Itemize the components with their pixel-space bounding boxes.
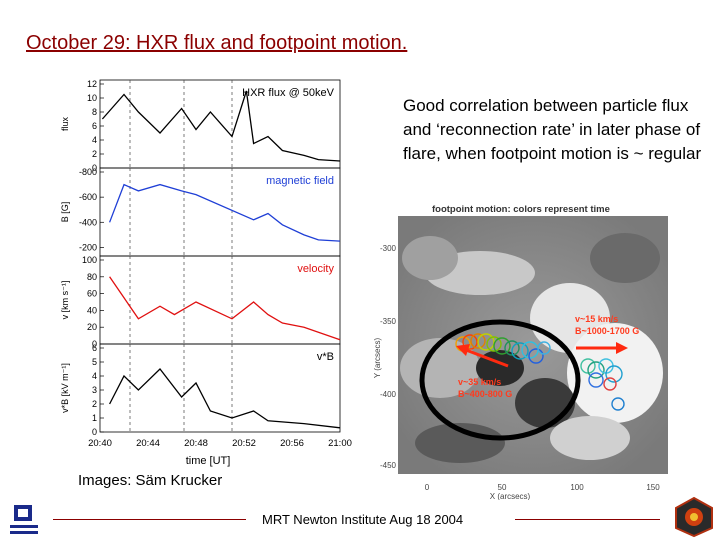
y-tick-label: 100 — [82, 255, 97, 265]
y-tick-label: 0 — [92, 339, 97, 349]
y-tick-label: -200 — [79, 242, 97, 252]
y-tick-label: -800 — [79, 167, 97, 177]
y-tick-label: 6 — [92, 121, 97, 131]
series-line — [109, 276, 341, 341]
annotation-field-right: B~1000-1700 G — [575, 326, 639, 336]
y-tick-label: 80 — [87, 272, 97, 282]
y-tick-label: -600 — [79, 192, 97, 202]
y-tick: -350 — [380, 317, 397, 326]
footer-text: MRT Newton Institute Aug 18 2004 — [262, 512, 464, 527]
y-tick-label: 5 — [92, 357, 97, 367]
y-tick: -400 — [380, 390, 397, 399]
footpoint-contours-left — [455, 333, 551, 364]
panel-y-label: v [km s⁻¹] — [60, 281, 70, 320]
y-tick-label: 8 — [92, 107, 97, 117]
y-tick-label: 0 — [92, 427, 97, 437]
x-tick: 0 — [425, 483, 430, 492]
mission-patch-icon — [675, 496, 713, 538]
x-axis-label: X (arcsecs) — [490, 492, 531, 500]
y-tick-label: 4 — [92, 135, 97, 145]
series-name: v*B — [317, 351, 334, 363]
series-line — [101, 90, 341, 162]
series-name: magnetic field — [266, 175, 334, 187]
y-tick-label: 20 — [87, 322, 97, 332]
y-axis-label: Y (arcsecs) — [373, 338, 382, 379]
panel-y-label: B [G] — [60, 202, 70, 223]
annotation-field-left: B~400-800 G — [458, 389, 512, 399]
slide-note: Good correlation between particle flux a… — [403, 96, 702, 163]
x-tick: 50 — [498, 483, 507, 492]
x-tick: 100 — [570, 483, 584, 492]
annotation-velocity-right: v~15 km/s — [575, 314, 618, 324]
footpoint-motion-image: footpoint motion: colors represent time … — [370, 198, 670, 500]
motion-arrow-left — [456, 344, 509, 368]
series-line — [109, 368, 341, 429]
x-tick-label: 20:48 — [184, 438, 208, 449]
series-line — [108, 183, 341, 242]
x-tick-label: 21:00 — [328, 438, 352, 449]
series-name: HXR flux @ 50keV — [242, 87, 335, 99]
motion-arrow-right — [576, 342, 628, 354]
panel-y-label: v*B [kV m⁻¹] — [60, 363, 70, 413]
y-tick-label: 6 — [92, 343, 97, 353]
y-tick-label: -400 — [79, 217, 97, 227]
y-tick-label: 3 — [92, 385, 97, 395]
x-tick: 150 — [646, 483, 660, 492]
y-tick-label: 10 — [87, 93, 97, 103]
x-tick-label: 20:52 — [232, 438, 256, 449]
y-tick-label: 2 — [92, 149, 97, 159]
x-tick-label: 20:40 — [88, 438, 112, 449]
series-name: velocity — [297, 263, 334, 275]
x-axis-label: time [UT] — [186, 455, 231, 467]
footer-rule-right — [515, 519, 660, 520]
y-tick-label: 40 — [87, 305, 97, 315]
footer-rule-left — [53, 519, 246, 520]
institute-logo-icon — [10, 505, 38, 534]
y-tick-label: 2 — [92, 399, 97, 409]
footpoint-contours-right — [580, 358, 625, 411]
y-tick-label: 60 — [87, 289, 97, 299]
y-tick-label: 1 — [92, 413, 97, 423]
y-tick: -300 — [380, 244, 397, 253]
panel-y-label: flux — [60, 117, 70, 132]
y-tick-label: 12 — [87, 79, 97, 89]
magnetogram-title: footpoint motion: colors represent time — [432, 204, 610, 215]
highlight-ellipse — [419, 319, 581, 441]
slide-title: October 29: HXR flux and footpoint motio… — [26, 32, 408, 54]
x-tick-label: 20:44 — [136, 438, 160, 449]
panel-frame — [99, 343, 341, 433]
y-tick-label: 0 — [92, 163, 97, 173]
y-tick-label: 4 — [92, 371, 97, 381]
image-credit: Images: Säm Krucker — [78, 472, 223, 489]
x-tick-label: 20:56 — [280, 438, 304, 449]
y-tick: -450 — [380, 461, 397, 470]
annotation-velocity-left: v~35 km/s — [458, 377, 501, 387]
